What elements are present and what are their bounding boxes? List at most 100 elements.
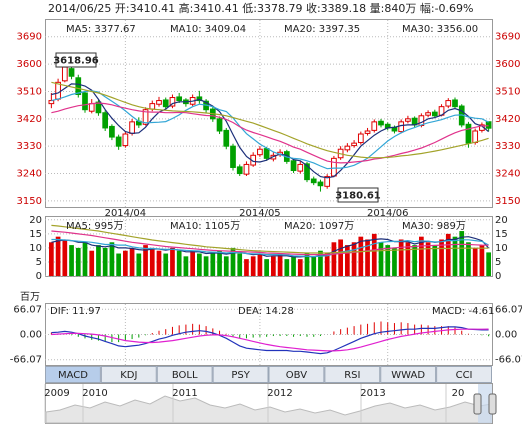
y-tick-label: 20: [495, 215, 508, 226]
tab-label[interactable]: KDJ: [120, 370, 137, 381]
volume-bar: [203, 256, 209, 276]
tab-label[interactable]: CCI: [456, 370, 473, 381]
volume-bar: [445, 233, 451, 276]
ma-line: [51, 236, 490, 258]
legend-entry: MA5: 995万: [66, 221, 123, 232]
ma-line: [51, 83, 489, 179]
volume-bar: [277, 253, 283, 276]
volume-bar: [143, 245, 148, 276]
annotation: 3180.61: [335, 191, 381, 202]
candle-body: [88, 103, 95, 112]
tab-label[interactable]: WWAD: [391, 370, 425, 381]
y-tick-label: 66.07: [13, 304, 42, 315]
legend-entry: MA10: 1105万: [170, 221, 240, 232]
volume-bar: [116, 253, 121, 276]
volume-bar: [472, 247, 478, 276]
tab-label[interactable]: OBV: [286, 370, 307, 381]
volume-bar: [466, 242, 471, 276]
y-tick-label: 3690: [17, 32, 42, 43]
tab[interactable]: [380, 366, 437, 383]
legend-entry: MA30: 989万: [402, 221, 466, 232]
volume-bar: [297, 259, 303, 276]
header: 2014/06/25 开:3410.41 高:3410.41 低:3378.79…: [48, 1, 473, 15]
volume-bar: [351, 242, 357, 276]
y-tick-label: 3690: [495, 32, 520, 43]
candle-body: [115, 136, 122, 147]
legend-entry: MA20: 3397.35: [284, 24, 360, 35]
tab[interactable]: [268, 366, 325, 383]
navigator-year: 2011: [172, 388, 197, 399]
ma-line: [51, 230, 489, 256]
y-tick-label: -66.07: [495, 355, 522, 366]
tab-label[interactable]: PSY: [231, 370, 250, 381]
tab[interactable]: [436, 366, 492, 383]
x-tick-label: 2014/06: [367, 208, 409, 219]
legend-entry: MA30: 3356.00: [402, 24, 478, 35]
volume-bar: [176, 250, 182, 276]
tab[interactable]: [212, 366, 269, 383]
y-tick-label: 0: [36, 271, 42, 282]
volume-bar: [378, 242, 384, 276]
tab[interactable]: [100, 366, 157, 383]
navigator-year: 2010: [82, 388, 107, 399]
tab-label[interactable]: RSI: [344, 370, 360, 381]
volume-bar: [479, 245, 485, 276]
candle-body: [122, 133, 129, 147]
volume-bar: [163, 253, 169, 276]
y-tick-label: 5: [495, 257, 501, 268]
candle-body: [445, 100, 452, 107]
y-tick-label: 15: [29, 229, 42, 240]
y-tick-label: 3510: [17, 86, 42, 97]
tab-label[interactable]: BOLL: [172, 370, 198, 381]
volume-bar: [419, 236, 424, 276]
navigator-window[interactable]: [478, 384, 492, 423]
volume-bar: [371, 233, 377, 276]
y-tick-label: 0: [495, 271, 501, 282]
volume-bar: [210, 253, 216, 276]
legend-entry: MA20: 1097万: [284, 221, 354, 232]
candle-body: [297, 163, 304, 172]
volume-bar: [412, 245, 417, 276]
volume-bar: [425, 242, 431, 276]
candle-body: [425, 112, 431, 116]
y-tick-label: 3420: [17, 114, 42, 125]
candle-body: [351, 142, 357, 147]
y-tick-label: 10: [495, 243, 508, 254]
legend-entry: MACD: -4.61: [432, 306, 494, 317]
volume-bar: [230, 247, 236, 276]
volume-bar: [149, 247, 155, 276]
indicator-tabs[interactable]: MACD KDJ BOLL PSY OBV RSI WWAD CCI: [45, 366, 492, 383]
legend-entry: MA5: 3377.67: [66, 24, 136, 35]
tab[interactable]: [324, 366, 381, 383]
volume-bar: [257, 253, 263, 276]
volume-bar: [331, 242, 337, 276]
volume-frame: [45, 216, 493, 277]
tab-label[interactable]: MACD: [58, 370, 88, 381]
candle-body: [176, 96, 183, 102]
candle-body: [290, 160, 297, 172]
volume-bar: [190, 250, 195, 276]
candle-body: [257, 148, 263, 156]
ma-line: [51, 326, 489, 355]
candle-body: [68, 68, 75, 77]
volume-bar: [459, 231, 465, 276]
navigator-handle[interactable]: [473, 393, 482, 415]
tab[interactable]: [156, 366, 213, 383]
candle-body: [48, 100, 55, 105]
volume-bar: [311, 256, 317, 276]
y-tick-label: 0.00: [495, 330, 517, 341]
tab[interactable]: [45, 366, 101, 383]
legend-entry: DEA: 14.28: [238, 306, 294, 317]
y-tick-label: 66.07: [495, 304, 522, 315]
y-tick-label: 3330: [495, 141, 520, 152]
candle-body: [230, 145, 236, 168]
volume-bar: [170, 247, 175, 276]
volume-bar: [271, 256, 276, 276]
candle-body: [331, 157, 337, 177]
navigator-handle[interactable]: [488, 393, 497, 415]
volume-bar: [102, 247, 108, 276]
candle-body: [371, 121, 378, 131]
candle-body: [223, 129, 230, 147]
